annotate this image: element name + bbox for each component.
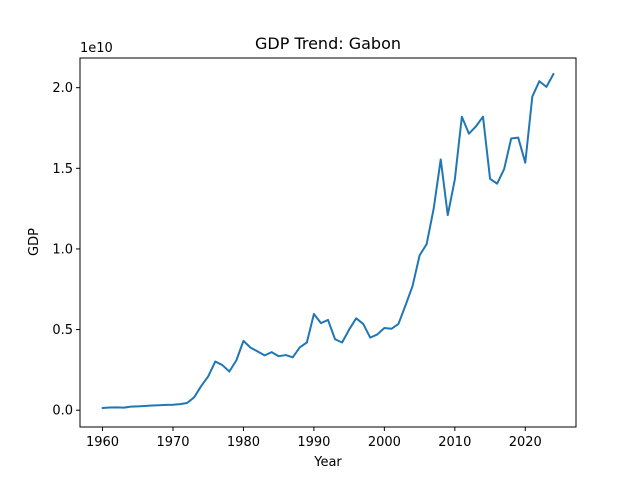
axes-frame — [79, 57, 577, 428]
x-tick-label: 2010 — [438, 435, 471, 450]
y-tick-label: 2.0 — [52, 81, 73, 96]
y-tick-label: 0.5 — [52, 323, 73, 338]
y-multiplier: 1e10 — [80, 41, 113, 56]
plot-area: 1960 1970 1980 1990 2000 2010 2020 0.0 0.5 1.0 1.5… — [52, 57, 577, 450]
x-tick-label: 1960 — [86, 435, 119, 450]
x-tick-label: 1980 — [227, 435, 260, 450]
x-tick-label: 1990 — [297, 435, 330, 450]
x-axis-label: Year — [313, 455, 342, 470]
chart-title: GDP Trend: Gabon — [255, 34, 401, 53]
y-tick-label: 1.5 — [52, 162, 73, 177]
y-tick-label: 1.0 — [52, 242, 73, 257]
y-tick-label: 0.0 — [52, 404, 73, 419]
series-line-0 — [101, 72, 555, 409]
x-tick-label: 1970 — [156, 435, 189, 450]
x-tick-label: 2000 — [368, 435, 401, 450]
y-axis-label: GDP — [27, 228, 42, 256]
x-tick-label: 2020 — [509, 435, 542, 450]
